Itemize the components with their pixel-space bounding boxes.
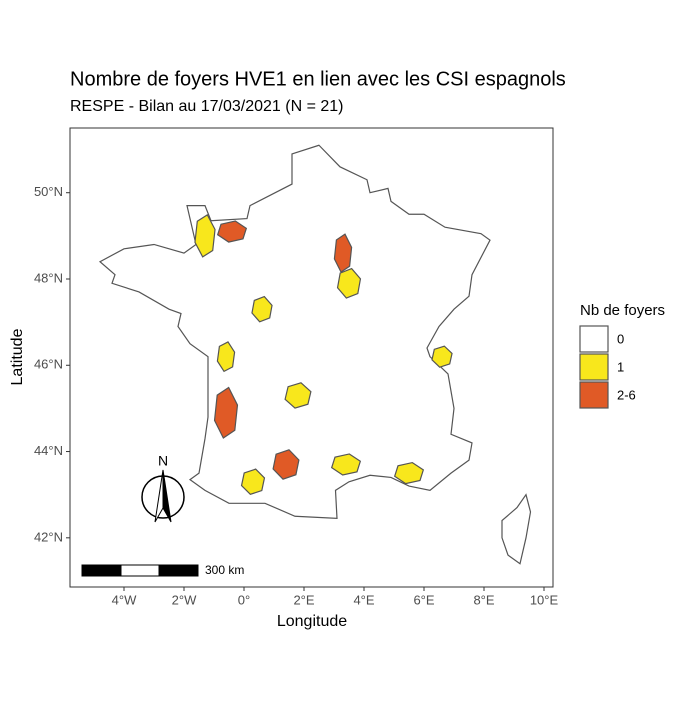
x-tick-label: 10°E [530, 592, 559, 607]
department [216, 341, 236, 373]
x-tick-label: 2°E [293, 592, 314, 607]
north-needle [162, 469, 172, 523]
department [216, 220, 248, 243]
scale-segment [81, 564, 122, 577]
y-tick-label: 44°N [34, 443, 63, 458]
department [284, 382, 312, 409]
y-tick-label: 42°N [34, 529, 63, 544]
legend-swatch [579, 353, 609, 381]
title: Nombre de foyers HVE1 en lien avec les C… [70, 68, 566, 90]
x-tick-label: 8°E [473, 592, 494, 607]
department [240, 468, 266, 496]
department [333, 233, 353, 273]
subtitle: RESPE - Bilan au 17/03/2021 (N = 21) [70, 98, 344, 115]
corsica-outline [501, 493, 532, 565]
x-tick-label: 4°W [112, 592, 137, 607]
legend-label: 2-6 [617, 387, 636, 402]
legend-label: 0 [617, 331, 624, 346]
legend-swatch [579, 381, 609, 409]
department [251, 295, 273, 323]
scale-label: 300 km [205, 563, 244, 577]
department [213, 386, 239, 439]
legend-label: 1 [617, 359, 624, 374]
y-tick-label: 50°N [34, 184, 63, 199]
scale-segment [158, 564, 199, 577]
x-tick-label: 4°E [353, 592, 374, 607]
department [194, 213, 216, 258]
scale-bar: 300 km [81, 563, 244, 577]
department [336, 267, 362, 299]
x-axis-title: Longitude [277, 613, 347, 630]
scale-segment [120, 564, 160, 577]
x-tick-label: 2°W [172, 592, 197, 607]
legend-title: Nb de foyers [580, 302, 665, 319]
legend-swatch [579, 325, 609, 353]
north-label: N [158, 453, 168, 469]
department [431, 345, 453, 368]
x-tick-label: 6°E [413, 592, 434, 607]
x-tick-label: 0° [238, 592, 250, 607]
y-tick-label: 48°N [34, 270, 63, 285]
department [393, 461, 425, 485]
y-tick-label: 46°N [34, 357, 63, 372]
y-axis-title: Latitude [9, 328, 26, 385]
department [272, 449, 300, 480]
north-arrow: N [141, 453, 185, 523]
department [330, 453, 362, 476]
